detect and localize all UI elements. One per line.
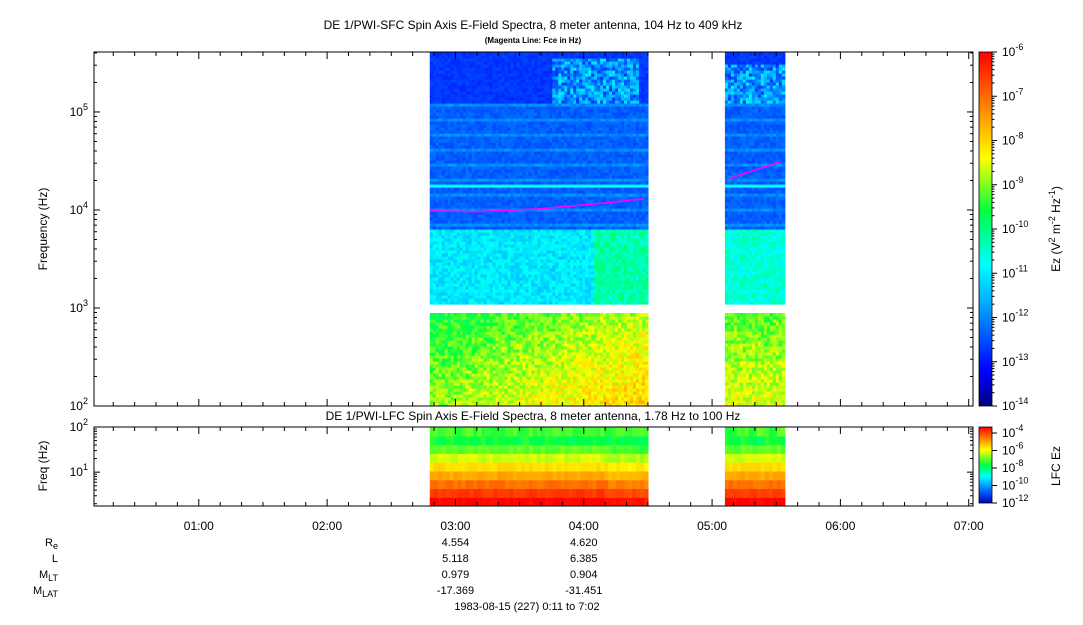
cbar-label-main: Ez (V <box>1049 243 1063 272</box>
bottom-colorbar-tick-label: 10-10 <box>1002 476 1028 493</box>
top-colorbar-tick-label: 10-14 <box>1002 396 1028 413</box>
top-colorbar-tick-label: 10-8 <box>1002 131 1023 148</box>
bottom-data-block-0 <box>430 427 649 507</box>
ephemeris-row-label: MLAT <box>33 585 59 599</box>
bottom-colorbar-tick-label: 10-8 <box>1002 458 1023 475</box>
top-chart-subtitle: (Magenta Line: Fce in Hz) <box>485 36 582 45</box>
ephemeris-value: 0.979 <box>442 569 470 581</box>
bottom-chart-title: DE 1/PWI-LFC Spin Axis E-Field Spectra, … <box>326 409 741 423</box>
top-colorbar-tick-label: 10-9 <box>1002 175 1023 192</box>
ephemeris-row-label: Re <box>45 537 58 551</box>
ephemeris-value: 4.554 <box>442 537 470 549</box>
top-colorbar-tick-label: 10-13 <box>1002 352 1028 369</box>
bottom-y-axis-label: Freq (Hz) <box>36 441 50 492</box>
top-y-tick-label: 103 <box>70 298 88 315</box>
footer-date-range: 1983-08-15 (227) 0:11 to 7:02 <box>454 601 599 613</box>
bottom-spectrogram-data <box>430 427 786 507</box>
top-colorbar-tick-label: 10-7 <box>1002 86 1023 103</box>
bottom-colorbar-tick-label: 10-6 <box>1002 441 1023 458</box>
top-colorbar-tick-label: 10-11 <box>1002 263 1028 280</box>
ephemeris-value: -31.451 <box>565 585 602 597</box>
top-y-tick-label: 102 <box>70 396 88 413</box>
top-colorbar-gradient <box>979 52 992 406</box>
top-y-axis-label: Frequency (Hz) <box>36 188 50 271</box>
top-data-block-0 <box>430 52 649 407</box>
top-colorbar-label: Ez (V2 m-2 Hz-1) <box>1047 186 1063 272</box>
bottom-y-tick-label: 102 <box>70 417 88 434</box>
ephemeris-value: 4.620 <box>570 537 598 549</box>
ephemeris-value: -17.369 <box>437 585 474 597</box>
cbar-label-end: Hz <box>1049 198 1063 216</box>
bottom-colorbar-gradient <box>979 427 992 503</box>
cbar-label-mid: m <box>1049 224 1063 237</box>
bottom-colorbar-label: LFC Ez <box>1049 446 1063 486</box>
time-tick-label: 05:00 <box>697 519 727 533</box>
top-spectrogram-data <box>430 52 786 407</box>
ephemeris-value: 0.904 <box>570 569 598 581</box>
top-spectrogram-panel: 102 103 104 105 Frequency (Hz) <box>36 52 973 413</box>
top-colorbar: 10-6 10-7 10-8 10-9 10-10 10-11 10-12 10-13 10-1… <box>979 42 1063 413</box>
top-colorbar-ticks: 10-6 10-7 10-8 10-9 10-10 10-11 10-12 10-13 10-1… <box>992 42 1028 413</box>
top-y-tick-label: 105 <box>70 102 88 119</box>
top-colorbar-tick-label: 10-10 <box>1002 219 1028 236</box>
bottom-data-block-1 <box>725 427 785 507</box>
bottom-spectrogram-panel: 101 102 Freq (Hz) <box>36 417 973 507</box>
time-tick-label: 01:00 <box>184 519 214 533</box>
bottom-colorbar-tick-label: 10-12 <box>1002 493 1028 510</box>
top-data-block-1 <box>725 52 785 407</box>
bottom-y-tick-label: 101 <box>70 462 88 479</box>
time-tick-label: 03:00 <box>440 519 470 533</box>
time-tick-label: 07:00 <box>954 519 984 533</box>
ephemeris-value: 5.118 <box>442 553 469 565</box>
cbar-label-close: ) <box>1049 186 1063 190</box>
ephemeris-row-label: MLT <box>39 569 59 583</box>
cbar-label-sup2: -2 <box>1047 216 1057 224</box>
top-y-tick-label: 104 <box>70 200 88 217</box>
top-colorbar-tick-label: 10-12 <box>1002 308 1028 325</box>
bottom-colorbar-tick-label: 10-4 <box>1002 423 1023 440</box>
top-colorbar-tick-label: 10-6 <box>1002 42 1023 59</box>
ephemeris-value: 6.385 <box>570 553 598 565</box>
top-chart-title: DE 1/PWI-SFC Spin Axis E-Field Spectra, … <box>324 18 743 32</box>
time-tick-label: 02:00 <box>312 519 342 533</box>
ephemeris-table: Re L MLT MLAT 4.554 5.118 0.979 -17.369 4.620 6.3… <box>33 537 602 599</box>
time-tick-label: 06:00 <box>825 519 855 533</box>
cbar-label-sup3: -1 <box>1047 190 1057 198</box>
ephemeris-row-label: L <box>52 553 58 565</box>
time-tick-label: 04:00 <box>569 519 599 533</box>
